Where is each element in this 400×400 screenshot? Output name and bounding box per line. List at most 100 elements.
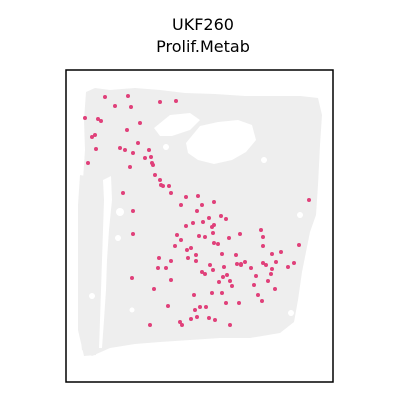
highlighted-spot — [129, 105, 133, 109]
highlighted-spot — [307, 198, 311, 202]
highlighted-spot — [249, 266, 253, 270]
highlighted-spot — [221, 275, 225, 279]
highlighted-spot — [274, 260, 278, 264]
highlighted-spot — [195, 315, 199, 319]
highlighted-spot — [201, 220, 205, 224]
highlighted-spot — [224, 217, 228, 221]
highlighted-spot — [123, 148, 127, 152]
highlighted-spot — [191, 221, 195, 225]
highlighted-spot — [270, 267, 274, 271]
highlighted-spot — [193, 308, 197, 312]
highlighted-spot — [169, 259, 173, 263]
highlighted-spot — [158, 178, 162, 182]
highlighted-spot — [194, 259, 198, 263]
highlighted-spot — [96, 117, 100, 121]
highlighted-spot-layer — [83, 94, 311, 327]
highlighted-spot — [203, 272, 207, 276]
highlighted-spot — [234, 253, 238, 257]
highlighted-spot — [230, 284, 234, 288]
highlighted-spot — [173, 244, 177, 248]
highlighted-spot — [189, 317, 193, 321]
highlighted-spot — [224, 301, 228, 305]
tissue-hole — [261, 157, 267, 163]
highlighted-spot — [261, 235, 265, 239]
tissue-hole — [163, 144, 169, 150]
highlighted-spot — [238, 232, 242, 236]
plot-frame — [65, 69, 334, 383]
tissue-hole — [89, 293, 95, 299]
highlighted-spot — [169, 278, 173, 282]
highlighted-spot — [269, 272, 273, 276]
highlighted-spot — [121, 191, 125, 195]
tissue-spot-layer — [78, 88, 322, 356]
highlighted-spot — [156, 266, 160, 270]
highlighted-spot — [270, 252, 274, 256]
highlighted-spot — [103, 95, 107, 99]
highlighted-spot — [192, 293, 196, 297]
highlighted-spot — [259, 228, 263, 232]
highlighted-spot — [194, 253, 198, 257]
highlighted-spot — [261, 244, 265, 248]
highlighted-spot — [198, 305, 202, 309]
tissue-hole — [116, 208, 124, 216]
highlighted-spot — [200, 203, 204, 207]
tissue-hole — [129, 307, 135, 313]
highlighted-spot — [261, 261, 265, 265]
tissue-hole-notch — [154, 113, 200, 136]
highlighted-spot — [113, 104, 117, 108]
highlighted-spot — [136, 141, 140, 145]
highlighted-spot — [203, 235, 207, 239]
tissue-hole-large — [186, 120, 256, 164]
highlighted-spot — [239, 262, 243, 266]
highlighted-spot — [207, 316, 211, 320]
highlighted-spot — [157, 256, 161, 260]
highlighted-spot — [200, 270, 204, 274]
highlighted-spot — [208, 263, 212, 267]
highlighted-spot — [279, 250, 283, 254]
highlighted-spot — [90, 135, 94, 139]
highlighted-spot — [235, 262, 239, 266]
highlighted-spot — [212, 241, 216, 245]
highlighted-spot — [128, 165, 132, 169]
highlighted-spot — [220, 291, 224, 295]
highlighted-spot — [93, 133, 97, 137]
highlighted-spot — [210, 225, 214, 229]
highlighted-spot — [286, 265, 290, 269]
highlighted-spot — [228, 279, 232, 283]
highlighted-spot — [126, 94, 130, 98]
highlighted-spot — [217, 280, 221, 284]
highlighted-spot — [179, 203, 183, 207]
highlighted-spot — [252, 283, 256, 287]
tissue-hole — [297, 212, 303, 218]
highlighted-spot — [204, 305, 208, 309]
highlighted-spot — [266, 279, 270, 283]
chart-subtitle: Prolif.Metab — [156, 37, 250, 56]
highlighted-spot — [138, 121, 142, 125]
highlighted-spot — [178, 320, 182, 324]
highlighted-spot — [166, 304, 170, 308]
highlighted-spot — [86, 161, 90, 165]
tissue-hole — [115, 235, 121, 241]
highlighted-spot — [131, 209, 135, 213]
highlighted-spot — [180, 323, 184, 327]
highlighted-spot — [184, 224, 188, 228]
highlighted-spot — [207, 216, 211, 220]
highlighted-spot — [256, 293, 260, 297]
highlighted-spot — [158, 100, 162, 104]
highlighted-spot — [237, 301, 241, 305]
highlighted-spot — [211, 268, 215, 272]
highlighted-spot — [131, 232, 135, 236]
highlighted-spot — [227, 236, 231, 240]
highlighted-spot — [125, 128, 129, 132]
highlighted-spot — [167, 184, 171, 188]
highlighted-spot — [213, 318, 217, 322]
tissue-region-left-strip — [78, 175, 102, 356]
highlighted-spot — [297, 243, 301, 247]
highlighted-spot — [148, 323, 152, 327]
highlighted-spot — [225, 273, 229, 277]
highlighted-spot — [292, 261, 296, 265]
highlighted-spot — [130, 276, 134, 280]
highlighted-spot — [243, 260, 247, 264]
highlighted-spot — [222, 265, 226, 269]
